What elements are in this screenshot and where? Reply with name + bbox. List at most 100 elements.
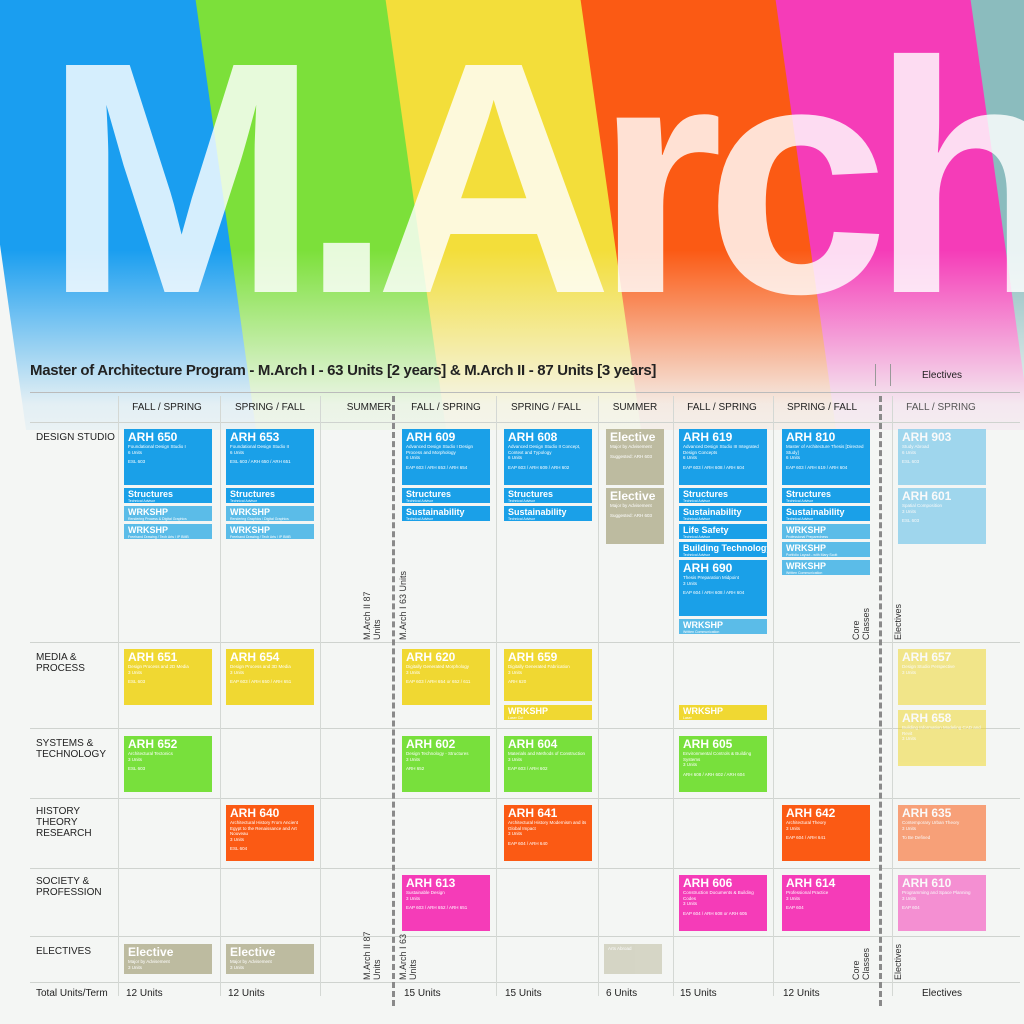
course-units: 3 Units (230, 836, 245, 842)
course-units: 3 Units (902, 895, 917, 901)
course-elective[interactable]: Elective Major by Advisement 3 Units (226, 944, 314, 974)
course-arh640[interactable]: ARH 640 Architectural History From Ancie… (226, 805, 314, 861)
sustainability-bar[interactable]: Sustainability Technical Advisor (504, 506, 592, 521)
bar-title: Sustainability (786, 507, 845, 517)
course-arh653[interactable]: ARH 653 Foundational Design Studio II 6 … (226, 429, 314, 485)
course-arh605[interactable]: ARH 605 Environmental Controls & Buildin… (679, 736, 767, 792)
bar-sub: Freehand Drawing / Tech Arts / IP BMB (128, 535, 189, 539)
course-code: ARH 608 (508, 430, 558, 444)
course-code: ARH 642 (786, 806, 836, 820)
course-title: Master of Architecture Thesis [Directed … (786, 444, 864, 455)
course-code: ARH 610 (902, 876, 952, 890)
wrkshp-bar[interactable]: WRKSHP Laser (679, 705, 767, 720)
course-arh654[interactable]: ARH 654 Design Process and 3D Media 3 Un… (226, 649, 314, 705)
wrkshp-bar[interactable]: WRKSHP Professional Preparedness (782, 524, 870, 539)
course-arh635[interactable]: ARH 635 Contemporary Urban Theory 3 Unit… (898, 805, 986, 861)
course-arh642[interactable]: ARH 642 Architectural Theory 3 Units EAP… (782, 805, 870, 861)
structures-bar[interactable]: Structures Technical Advisor (124, 488, 212, 503)
bar-title: WRKSHP (128, 525, 168, 535)
course-arh690[interactable]: ARH 690 Thesis Preparation Midpoint 3 Un… (679, 560, 767, 616)
course-arh602[interactable]: ARH 602 Design Technology - Structures 3… (402, 736, 490, 792)
course-arh620[interactable]: ARH 620 Digitally Generated Morphology 3… (402, 649, 490, 705)
course-title: Architectural History From Ancient Egypt… (230, 820, 299, 836)
structures-bar[interactable]: Structures Technical Advisor (504, 488, 592, 503)
course-elective-summer[interactable]: Elective Major by Advisement Suggested: … (606, 488, 664, 544)
course-arh810[interactable]: ARH 810 Master of Architecture Thesis [D… (782, 429, 870, 485)
course-arh608[interactable]: ARH 608 Advanced Design Studio II Concep… (504, 429, 592, 485)
bar-title: WRKSHP (683, 706, 723, 716)
structures-bar[interactable]: Structures Technical Advisor (226, 488, 314, 503)
course-arh606[interactable]: ARH 606 Construction Documents & Buildin… (679, 875, 767, 931)
course-code: ARH 635 (902, 806, 952, 820)
course-prereq: Suggested: ARH 603 (610, 512, 653, 518)
structures-bar[interactable]: Structures Technical Advisor (402, 488, 490, 503)
course-arh601[interactable]: ARH 601 Spatial Composition 3 Units ESL … (898, 488, 986, 544)
bar-title: WRKSHP (230, 507, 270, 517)
total-units: 12 Units (228, 988, 265, 999)
sustainability-bar[interactable]: Sustainability Technical Advisor (782, 506, 870, 521)
course-code: ARH 602 (406, 737, 456, 751)
course-arh619[interactable]: ARH 619 Advanced Design Studio III Integ… (679, 429, 767, 485)
wrkshp-bar[interactable]: WRKSHP Freehand Drawing / Tech Arts / IP … (226, 524, 314, 539)
structures-bar[interactable]: Structures Technical Advisor (782, 488, 870, 503)
wrkshp-bar[interactable]: WRKSHP Written Communication (679, 619, 767, 634)
wrkshp-bar[interactable]: WRKSHP Rendering Process & Digital Graphi… (124, 506, 212, 521)
bar-sub: Technical Advisor (508, 517, 536, 521)
course-prereq: EAP 603 / ARH 652 / ARH 651 (406, 905, 468, 910)
course-arh613[interactable]: ARH 613 Sustainable Design 3 Units EAP 6… (402, 875, 490, 931)
structures-bar[interactable]: Structures Technical Advisor (679, 488, 767, 503)
summer-arts-abroad[interactable]: Arts Abroad (604, 944, 662, 974)
course-code: ARH 606 (683, 876, 733, 890)
course-prereq: ESL 603 (128, 459, 146, 464)
course-arh650[interactable]: ARH 650 Foundational Design Studio I 6 U… (124, 429, 212, 485)
bar-title: Structures (230, 489, 276, 499)
row-divider (30, 798, 1020, 799)
march2-label: M.Arch II 87 Units (362, 931, 382, 980)
top-rule (30, 392, 1020, 393)
bar-title: WRKSHP (683, 620, 723, 630)
bar-title: WRKSHP (230, 525, 270, 535)
course-title: Major by Advisement (230, 959, 272, 964)
bar-title: WRKSHP (508, 706, 548, 716)
total-electives: Electives (922, 988, 963, 999)
course-prereq: ARH 620 (508, 679, 527, 684)
course-elective[interactable]: Elective Major by Advisement 3 Units (124, 944, 212, 974)
course-title: Programming and Space Planning (902, 890, 971, 895)
wrkshp-bar[interactable]: WRKSHP Portfolio Layout - with Mary Scott (782, 542, 870, 557)
row-divider (30, 728, 1020, 729)
course-title: Design Technology - Structures (406, 751, 469, 756)
course-units: 3 Units (230, 964, 245, 970)
march1-label: M.Arch I 63 Units (398, 570, 408, 640)
bar-sub: Technical Advisor (683, 517, 711, 521)
course-elective-summer[interactable]: Elective Major by Advisement Suggested: … (606, 429, 664, 485)
course-arh659[interactable]: ARH 659 Digitally Generated Fabrication … (504, 649, 592, 701)
course-title: Materials and Methods of Construction (508, 751, 586, 756)
wrkshp-bar[interactable]: WRKSHP Laser Cut (504, 705, 592, 720)
course-arh657[interactable]: ARH 657 Design Studio Perspective 3 Unit… (898, 649, 986, 705)
column-divider (773, 396, 774, 996)
course-arh610[interactable]: ARH 610 Programming and Space Planning 3… (898, 875, 986, 931)
course-title: Architectural Theory (786, 820, 827, 825)
wrkshp-bar[interactable]: WRKSHP Freehand Drawing / Tech Arts / IP … (124, 524, 212, 539)
column-divider (320, 396, 321, 996)
building-technology-bar[interactable]: Building Technology Technical Advisor (679, 542, 767, 557)
course-arh604[interactable]: ARH 604 Materials and Methods of Constru… (504, 736, 592, 792)
row-label-systems: SYSTEMS & TECHNOLOGY (36, 738, 107, 760)
course-arh609[interactable]: ARH 609 Advanced Design Studio I Design … (402, 429, 490, 485)
wrkshp-bar[interactable]: WRKSHP Rendering Graphics / Digital Graph… (226, 506, 314, 521)
course-arh614[interactable]: ARH 614 Professional Practice 3 Units EA… (782, 875, 870, 931)
course-arh652[interactable]: ARH 652 Architectural Tectonics 3 Units … (124, 736, 212, 792)
course-title: Foundational Design Studio I (128, 444, 186, 449)
sustainability-bar[interactable]: Sustainability Technical Advisor (679, 506, 767, 521)
course-units: 3 Units (508, 669, 523, 675)
course-arh903[interactable]: ARH 903 Study Abroad 6 Units ESL 603 (898, 429, 986, 485)
course-arh641[interactable]: ARH 641 Architectural History Modernism … (504, 805, 592, 861)
course-arh651[interactable]: ARH 651 Design Process and 2D Media 3 Un… (124, 649, 212, 705)
wrkshp-bar[interactable]: WRKSHP Written Communication (782, 560, 870, 575)
course-code: ARH 604 (508, 737, 558, 751)
row-label-total: Total Units/Term (36, 988, 108, 999)
life-safety-bar[interactable]: Life Safety Technical Advisor (679, 524, 767, 539)
sustainability-bar[interactable]: Sustainability Technical Advisor (402, 506, 490, 521)
course-code: Elective (610, 489, 656, 503)
course-arh658[interactable]: ARH 658 Building Information Modeling CA… (898, 710, 986, 766)
